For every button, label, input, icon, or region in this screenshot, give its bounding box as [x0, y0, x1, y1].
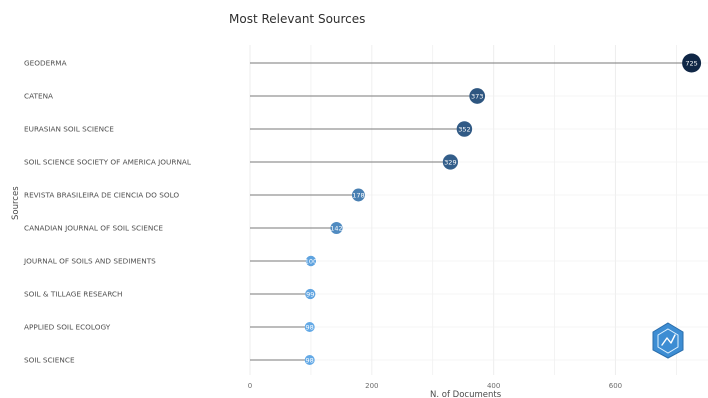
x-tick-label: 200 — [365, 382, 378, 390]
category-label: EURASIAN SOIL SCIENCE — [24, 125, 114, 134]
category-label-group: GEODERMA CATENA EURASIAN SOIL SCIENCE SOIL … — [23, 59, 192, 365]
value-label: 178 — [352, 192, 364, 200]
category-label: CANADIAN JOURNAL OF SOIL SCIENCE — [24, 224, 163, 233]
value-label: 329 — [444, 159, 456, 167]
category-label: SOIL & TILLAGE RESEARCH — [24, 290, 122, 299]
category-label: GEODERMA — [24, 59, 67, 68]
x-tick-group: 0 200 400 600 — [248, 382, 622, 390]
chart-title: Most Relevant Sources — [229, 12, 365, 26]
value-label: 373 — [471, 93, 483, 101]
logo-inner-hexagon — [657, 328, 679, 354]
lollipop-point — [304, 322, 315, 332]
category-label: JOURNAL OF SOILS AND SEDIMENTS — [23, 257, 156, 266]
lollipop-point — [456, 121, 473, 137]
x-tick-label: 400 — [487, 382, 500, 390]
category-label: CATENA — [24, 92, 53, 101]
category-label: APPLIED SOIL ECOLOGY — [24, 323, 111, 332]
logo-hexagon — [652, 322, 684, 359]
category-label: REVISTA BRASILEIRA DE CIENCIA DO SOLO — [24, 191, 179, 200]
y-axis-label: Sources — [11, 186, 21, 220]
value-label: 98 — [306, 324, 314, 332]
bibliometrix-logo — [652, 322, 684, 359]
lollipop-point — [442, 154, 458, 170]
category-label: SOIL SCIENCE — [24, 356, 75, 365]
lollipop-point — [330, 221, 343, 235]
value-label: 352 — [458, 126, 470, 134]
category-label: SOIL SCIENCE SOCIETY OF AMERICA JOURNAL — [24, 158, 192, 167]
value-label: 142 — [330, 225, 342, 233]
value-label: 98 — [306, 357, 314, 365]
lollipop-point — [469, 88, 486, 104]
lollipop-point — [305, 288, 316, 300]
value-label-group: 725 373 352 329 178 142 100 99 98 98 — [305, 60, 698, 365]
dot-group — [304, 53, 702, 365]
x-axis-label: N. of Documents — [430, 390, 502, 398]
value-label: 99 — [306, 291, 314, 299]
lollipop-point — [305, 255, 317, 267]
x-tick-label: 600 — [609, 382, 622, 390]
lollipop-point — [351, 188, 365, 202]
value-label: 100 — [305, 258, 317, 266]
value-label: 725 — [685, 60, 697, 68]
stem-group — [250, 62, 692, 361]
logo-mark — [661, 334, 676, 346]
x-tick-label: 0 — [248, 382, 252, 390]
lollipop-point — [304, 355, 315, 365]
lollipop-point — [682, 53, 702, 73]
